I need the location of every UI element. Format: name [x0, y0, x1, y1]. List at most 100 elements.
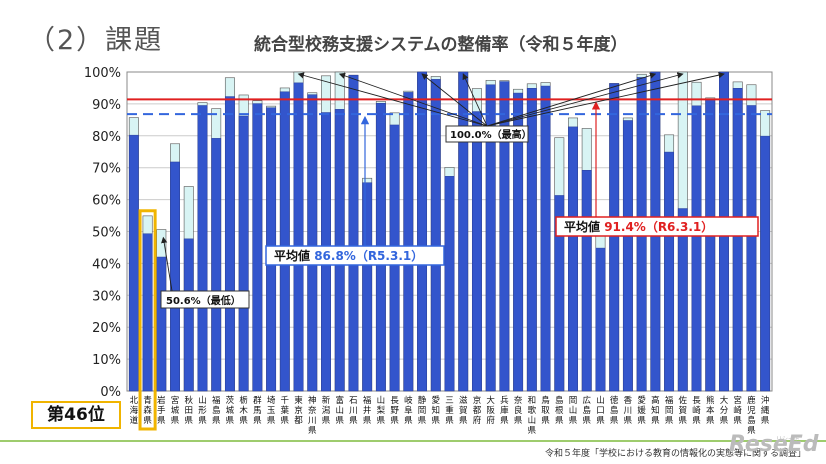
bar-r5-35	[609, 83, 620, 392]
y-tick-label: 70%	[92, 162, 121, 177]
x-tick-label: 宮崎県	[733, 395, 742, 426]
max-arrow	[486, 72, 684, 127]
x-tick-label: 徳島県	[610, 395, 619, 426]
bar-r5-46	[760, 135, 771, 392]
bar-r5-23	[444, 176, 455, 392]
bar-r5-29	[526, 88, 537, 392]
x-tick-label: 長崎県	[692, 396, 701, 426]
bar-r5-4	[183, 238, 194, 392]
y-tick-label: 80%	[92, 130, 121, 145]
bar-r5-36	[622, 120, 633, 392]
x-tick-label: 茨城県	[226, 395, 235, 426]
x-tick-label: 福井県	[363, 395, 372, 426]
x-tick-label: 島根県	[555, 395, 564, 426]
y-tick-label: 60%	[92, 194, 121, 209]
average-label-r5-text: 平均値 86.8%（R5.3.1）	[274, 248, 423, 263]
bar-r5-42	[705, 98, 716, 392]
logo-subtext: リシード	[776, 436, 801, 443]
bar-r5-31	[554, 195, 565, 392]
bar-r5-5	[197, 105, 208, 392]
x-tick-label: 沖縄県	[761, 395, 770, 426]
x-tick-label: 富山県	[335, 395, 344, 426]
bar-r5-6	[211, 138, 222, 392]
bar-r5-33	[581, 170, 592, 392]
x-tick-label: 北海道	[130, 396, 139, 426]
min-annotation-text: 50.6%（最低）	[166, 294, 241, 307]
average-label-r6-box	[555, 216, 759, 237]
x-tick-label: 石川県	[349, 396, 358, 426]
x-tick-label: 福岡県	[665, 395, 674, 426]
x-tick-label: 三重県	[445, 396, 454, 426]
bar-r5-28	[513, 92, 524, 392]
x-tick-label: 兵庫県	[500, 395, 509, 426]
bar-r5-22	[430, 79, 441, 392]
y-tick-label: 0%	[100, 385, 121, 400]
x-tick-label: 鳥取県	[541, 395, 550, 426]
x-tick-label: 山口県	[596, 395, 605, 426]
section-title: （2）課題	[28, 25, 164, 56]
y-tick-label: 50%	[92, 226, 121, 241]
x-tick-label: 岐阜県	[404, 395, 413, 426]
x-tick-label: 岡山県	[569, 396, 578, 426]
bar-r5-7	[225, 96, 235, 392]
source-note: 令和５年度「学校における教育の情報化の実態等に関する調査」	[545, 449, 807, 459]
x-tick-label: 宮城県	[171, 395, 180, 426]
x-tick-label: 鹿児島県	[747, 395, 756, 436]
bar-r5-32	[568, 126, 578, 392]
highlight-box	[138, 209, 157, 431]
x-tick-label: 高知県	[651, 395, 660, 426]
x-tick-label: 群馬県	[253, 395, 262, 426]
footer-divider	[0, 440, 826, 442]
x-tick-label: 滋賀県	[459, 395, 468, 426]
bar-r5-17	[362, 182, 373, 392]
max-arrow	[338, 72, 488, 127]
y-tick-label: 40%	[92, 257, 121, 272]
bar-r5-16	[348, 74, 359, 392]
bar-r5-20	[403, 92, 414, 392]
x-tick-label: 広島県	[582, 395, 591, 426]
x-tick-label: 岩手県	[157, 395, 166, 426]
min-annotation-box	[160, 290, 250, 309]
x-tick-label: 青森県	[143, 395, 152, 426]
x-tick-label: 埼玉県	[267, 395, 276, 426]
rank-badge: 第46位	[31, 401, 121, 429]
bar-r5-21	[417, 71, 427, 392]
bar-r5-45	[746, 105, 757, 392]
x-tick-label: 佐賀県	[679, 395, 688, 426]
max-arrow	[421, 73, 488, 127]
x-tick-label: 神奈川県	[308, 395, 317, 436]
bar-r5-12	[293, 82, 304, 392]
bar-r5-8	[238, 115, 249, 392]
x-tick-label: 大分県	[720, 395, 729, 426]
min-arrow	[161, 236, 173, 292]
x-tick-label: 和歌山県	[528, 396, 537, 436]
bar-r5-34	[595, 247, 606, 392]
x-tick-label: 大阪府	[486, 395, 495, 426]
x-tick-label: 新潟県	[322, 395, 331, 426]
x-tick-label: 奈良県	[514, 395, 523, 426]
x-tick-label: 熊本県	[706, 395, 715, 426]
bar-r5-9	[252, 103, 263, 392]
x-tick-label: 静岡県	[418, 395, 427, 426]
bar-r5-27	[499, 81, 510, 392]
bar-r5-41	[691, 105, 702, 392]
y-tick-label: 30%	[92, 289, 121, 304]
x-tick-label: 香川県	[624, 395, 633, 426]
x-tick-label: 千葉県	[281, 395, 290, 426]
bar-r5-44	[732, 88, 743, 392]
max-arrow	[297, 72, 488, 127]
y-tick-label: 10%	[92, 353, 121, 368]
max-arrow	[462, 73, 488, 127]
x-tick-label: 山梨県	[377, 395, 386, 426]
y-tick-label: 90%	[92, 98, 121, 113]
x-tick-label: 京都府	[473, 395, 482, 426]
x-tick-label: 栃木県	[239, 395, 248, 426]
bar-r5-26	[485, 84, 496, 392]
bar-r5-30	[540, 85, 551, 392]
x-tick-label: 秋田県	[184, 395, 193, 426]
y-tick-label: 100%	[84, 66, 121, 81]
y-tick-label: 20%	[92, 321, 121, 336]
x-tick-label: 東京都	[294, 395, 303, 426]
resemom-logo: ReseEd	[729, 432, 819, 457]
